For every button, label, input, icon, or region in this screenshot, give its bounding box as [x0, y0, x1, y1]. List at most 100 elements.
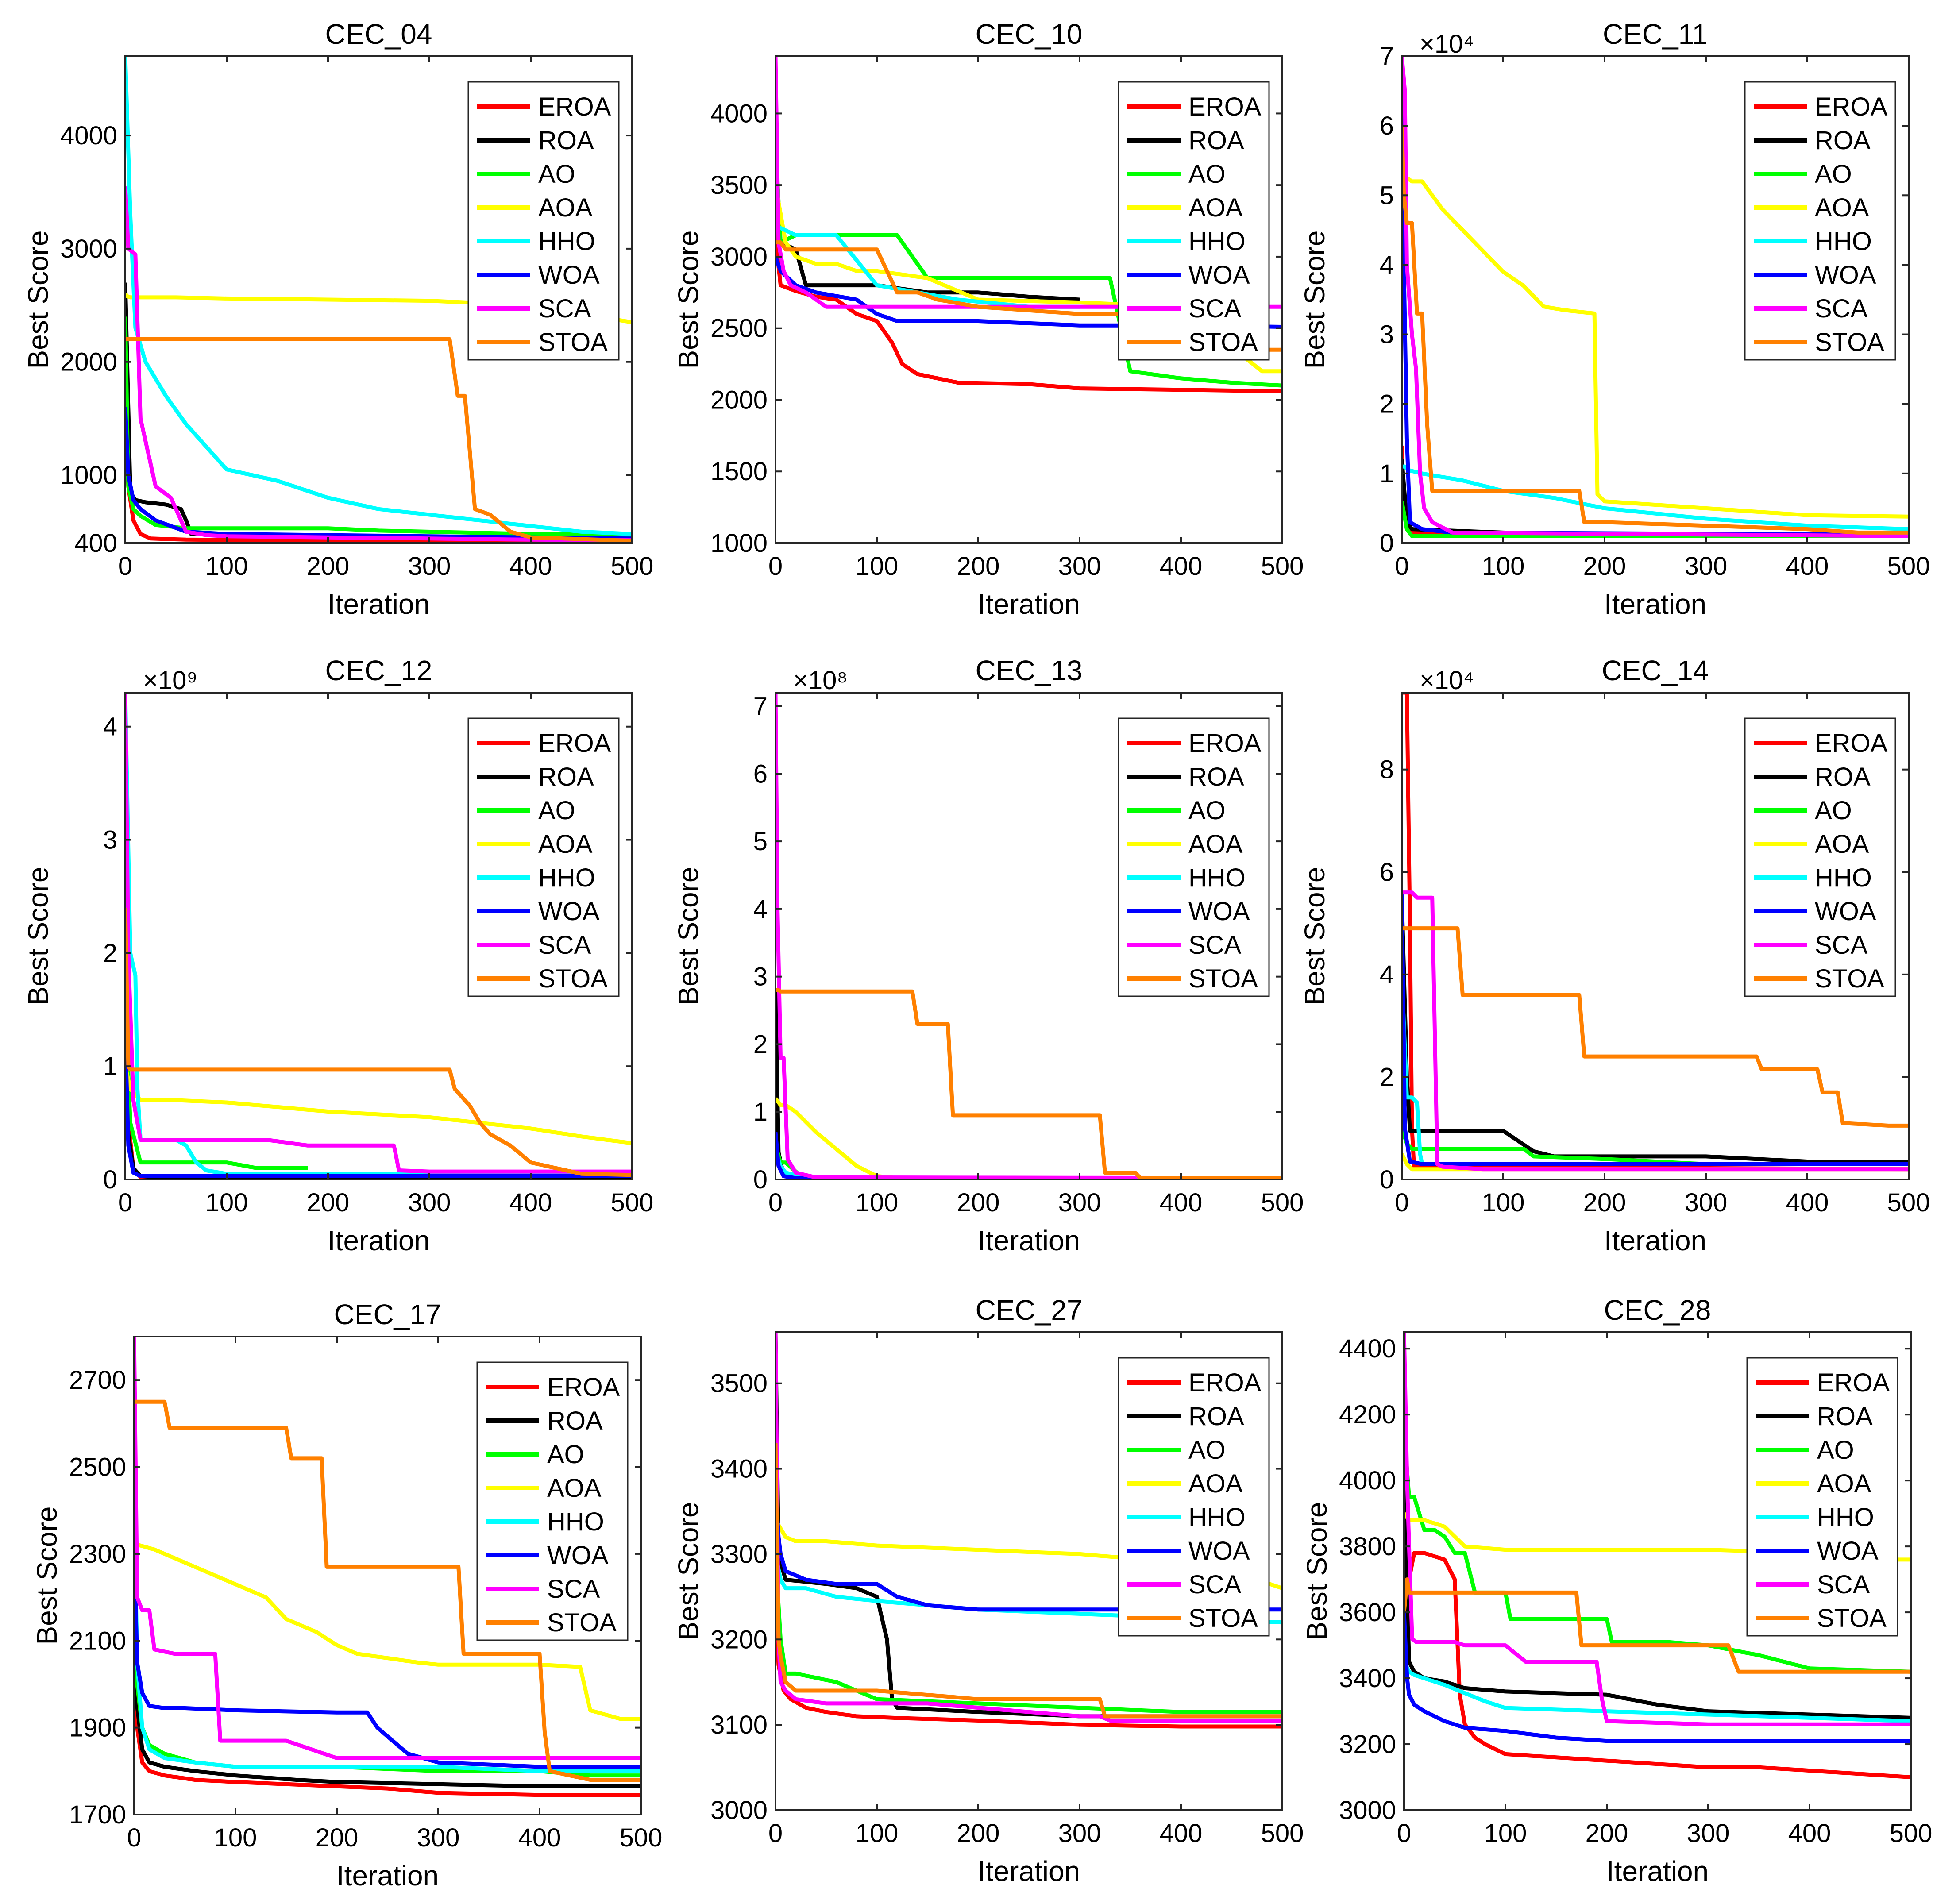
- x-tick-label: 200: [957, 1188, 1000, 1217]
- y-tick-label: 3100: [710, 1711, 768, 1739]
- legend-label: AOA: [547, 1474, 602, 1503]
- x-tick-label: 200: [1586, 1819, 1628, 1848]
- y-tick-label: 8: [1380, 755, 1394, 784]
- y-tick-label: 4000: [1339, 1466, 1396, 1495]
- y-tick-label: 3000: [710, 1796, 768, 1825]
- y-tick-label: 6: [1380, 858, 1394, 886]
- y-tick-label: 1900: [69, 1714, 126, 1742]
- chart-title: CEC_27: [976, 1294, 1083, 1326]
- legend-box: [1744, 81, 1896, 361]
- axes-box: [133, 1336, 642, 1815]
- legend-label: AO: [1817, 1436, 1854, 1464]
- legend-label: WOA: [538, 261, 600, 289]
- legend-label: ROA: [1815, 763, 1871, 791]
- axes-box: [775, 55, 1283, 544]
- x-axis-label: Iteration: [328, 1225, 430, 1256]
- series-line-sca: [125, 186, 632, 543]
- legend-label: ROA: [538, 126, 594, 155]
- x-tick-label: 400: [1160, 1819, 1203, 1848]
- y-tick-label: 3600: [1339, 1598, 1396, 1627]
- y-exponent-label: ×10⁴: [1420, 666, 1474, 695]
- y-tick-label: 2: [103, 939, 117, 967]
- y-tick-label: 3400: [710, 1455, 768, 1484]
- y-tick-label: 1000: [60, 461, 117, 490]
- y-axis-label: Best Score: [672, 867, 704, 1005]
- y-tick-label: 3500: [710, 171, 768, 200]
- axes-box: [124, 692, 633, 1180]
- x-tick-label: 0: [1395, 552, 1409, 581]
- y-axis-label: Best Score: [1301, 1502, 1333, 1640]
- legend-label: ROA: [1188, 763, 1244, 791]
- y-axis-label: Best Score: [672, 1502, 704, 1640]
- y-axis-label: Best Score: [22, 230, 54, 369]
- y-tick-label: 3000: [710, 243, 768, 271]
- series-line-sca: [776, 1332, 1282, 1723]
- y-tick-label: 6: [753, 759, 768, 788]
- x-tick-label: 500: [1261, 1819, 1304, 1848]
- legend-label: ROA: [1817, 1402, 1873, 1431]
- x-tick-label: 0: [118, 552, 132, 581]
- x-tick-label: 100: [205, 1188, 248, 1217]
- y-tick-label: 3500: [710, 1369, 768, 1398]
- legend-label: AOA: [1188, 830, 1243, 859]
- y-tick-label: 4000: [710, 99, 768, 128]
- legend-box: [467, 717, 620, 997]
- legend: EROA ROA AO AOA HHO WOA SCA STOA: [1746, 1357, 1898, 1637]
- legend: EROA ROA AO AOA HHO WOA SCA STOA: [1118, 717, 1270, 997]
- x-tick-label: 400: [1788, 1819, 1831, 1848]
- chart-title: CEC_10: [976, 18, 1083, 50]
- y-tick-label: 4000: [60, 121, 117, 150]
- legend-label: AO: [1188, 160, 1226, 189]
- y-axis-label: Best Score: [31, 1506, 63, 1645]
- legend-label: STOA: [1188, 1604, 1258, 1633]
- legend-label: WOA: [1188, 261, 1250, 289]
- x-axis-label: Iteration: [978, 1855, 1080, 1887]
- legend-label: ROA: [1815, 126, 1871, 155]
- series-line-hho: [125, 56, 632, 536]
- y-tick-label: 1000: [710, 529, 768, 558]
- x-tick-label: 500: [1887, 1188, 1930, 1217]
- x-tick-label: 100: [856, 1188, 899, 1217]
- y-tick-label: 3400: [1339, 1664, 1396, 1693]
- y-tick-label: 0: [103, 1165, 117, 1194]
- series-line-sca: [134, 1337, 641, 1760]
- legend-label: HHO: [547, 1507, 604, 1536]
- y-tick-label: 1: [1380, 459, 1394, 488]
- legend-label: STOA: [1188, 964, 1258, 993]
- y-tick-label: 2000: [710, 385, 768, 414]
- legend-label: AOA: [1188, 193, 1243, 222]
- chart-panel: 0 100 200 300 400 500 0 1 2 3 4 5 6 7 ×10⁴ CEC_11 Iterat…: [1299, 18, 1930, 620]
- y-tick-label: 2000: [60, 348, 117, 377]
- series-line-stoa: [134, 1399, 641, 1782]
- series-line-woa: [125, 1032, 632, 1178]
- legend-label: WOA: [1188, 897, 1250, 926]
- chart-panel: 0 100 200 300 400 500 1700 1900 2100 2300 2500 2700…: [31, 1299, 662, 1892]
- y-tick-label: 2: [1380, 390, 1394, 419]
- legend-label: EROA: [1188, 729, 1262, 758]
- y-axis-label: Best Score: [1299, 867, 1331, 1005]
- legend-label: EROA: [538, 92, 611, 121]
- legend-label: AO: [1815, 160, 1852, 189]
- y-tick-label: 2100: [69, 1626, 126, 1655]
- legend-label: AO: [547, 1440, 584, 1469]
- axes-box: [124, 55, 633, 544]
- x-tick-label: 500: [1887, 552, 1930, 581]
- x-tick-label: 0: [1397, 1819, 1411, 1848]
- x-tick-label: 100: [1484, 1819, 1527, 1848]
- x-tick-label: 100: [856, 552, 899, 581]
- y-exponent-label: ×10⁹: [143, 666, 197, 695]
- series-line-stoa: [125, 907, 632, 1177]
- legend-label: WOA: [1817, 1537, 1879, 1565]
- y-tick-label: 3800: [1339, 1532, 1396, 1561]
- y-tick-label: 3300: [710, 1540, 768, 1568]
- chart-title: CEC_13: [976, 655, 1083, 686]
- y-exponent-label: ×10⁸: [793, 666, 848, 695]
- y-exponent-label: ×10⁴: [1420, 30, 1474, 58]
- x-tick-label: 100: [214, 1823, 257, 1852]
- legend-label: HHO: [538, 863, 595, 892]
- y-tick-label: 1: [103, 1052, 117, 1081]
- legend-box: [1118, 717, 1270, 997]
- legend-label: HHO: [1815, 863, 1872, 892]
- y-tick-label: 3000: [60, 235, 117, 263]
- x-tick-label: 500: [611, 552, 654, 581]
